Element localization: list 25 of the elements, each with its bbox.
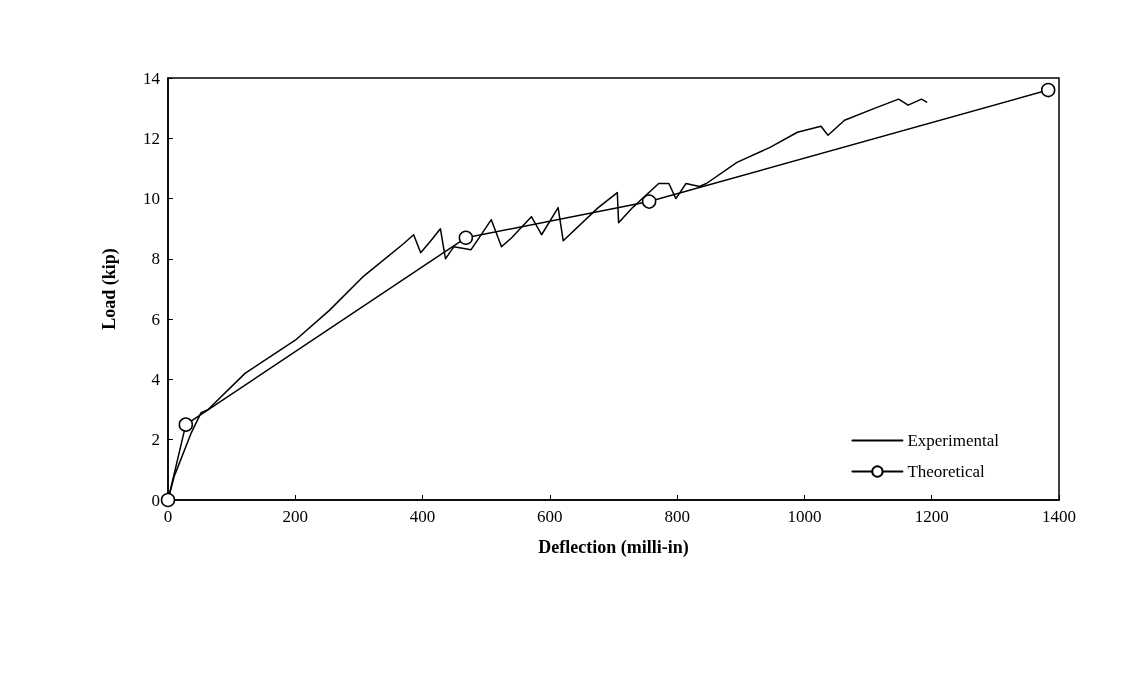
legend-label: Experimental	[907, 431, 1000, 450]
y-tick-label: 4	[151, 369, 161, 389]
x-axis-title: Deflection (milli-in)	[538, 537, 689, 558]
x-tick-label: 0	[163, 507, 173, 526]
y-tick-label: 10	[143, 189, 160, 209]
point	[458, 230, 474, 245]
y-tick-label: 6	[151, 309, 160, 329]
point	[641, 194, 657, 209]
y-tick-label: 12	[143, 128, 160, 148]
y-tick-label: 8	[151, 249, 160, 269]
point	[1040, 82, 1056, 98]
x-tick-label: 1200	[914, 507, 949, 526]
x-tick-label: 800	[664, 507, 690, 526]
x-tick-label: 200	[282, 507, 309, 526]
y-tick-label: 2	[151, 430, 160, 450]
x-tick-label: 400	[409, 507, 436, 526]
y-axis-title: Load (kip)	[99, 248, 120, 330]
x-tick-label: 1000	[787, 507, 822, 526]
y-tick-label: 14	[143, 68, 161, 88]
x-tick-label: 600	[537, 507, 563, 526]
legend-label: Theoretical	[907, 462, 986, 481]
y-tick-label: 0	[151, 490, 160, 510]
point	[178, 417, 194, 432]
point	[160, 492, 176, 508]
x-tick-label: 1400	[1042, 507, 1076, 526]
